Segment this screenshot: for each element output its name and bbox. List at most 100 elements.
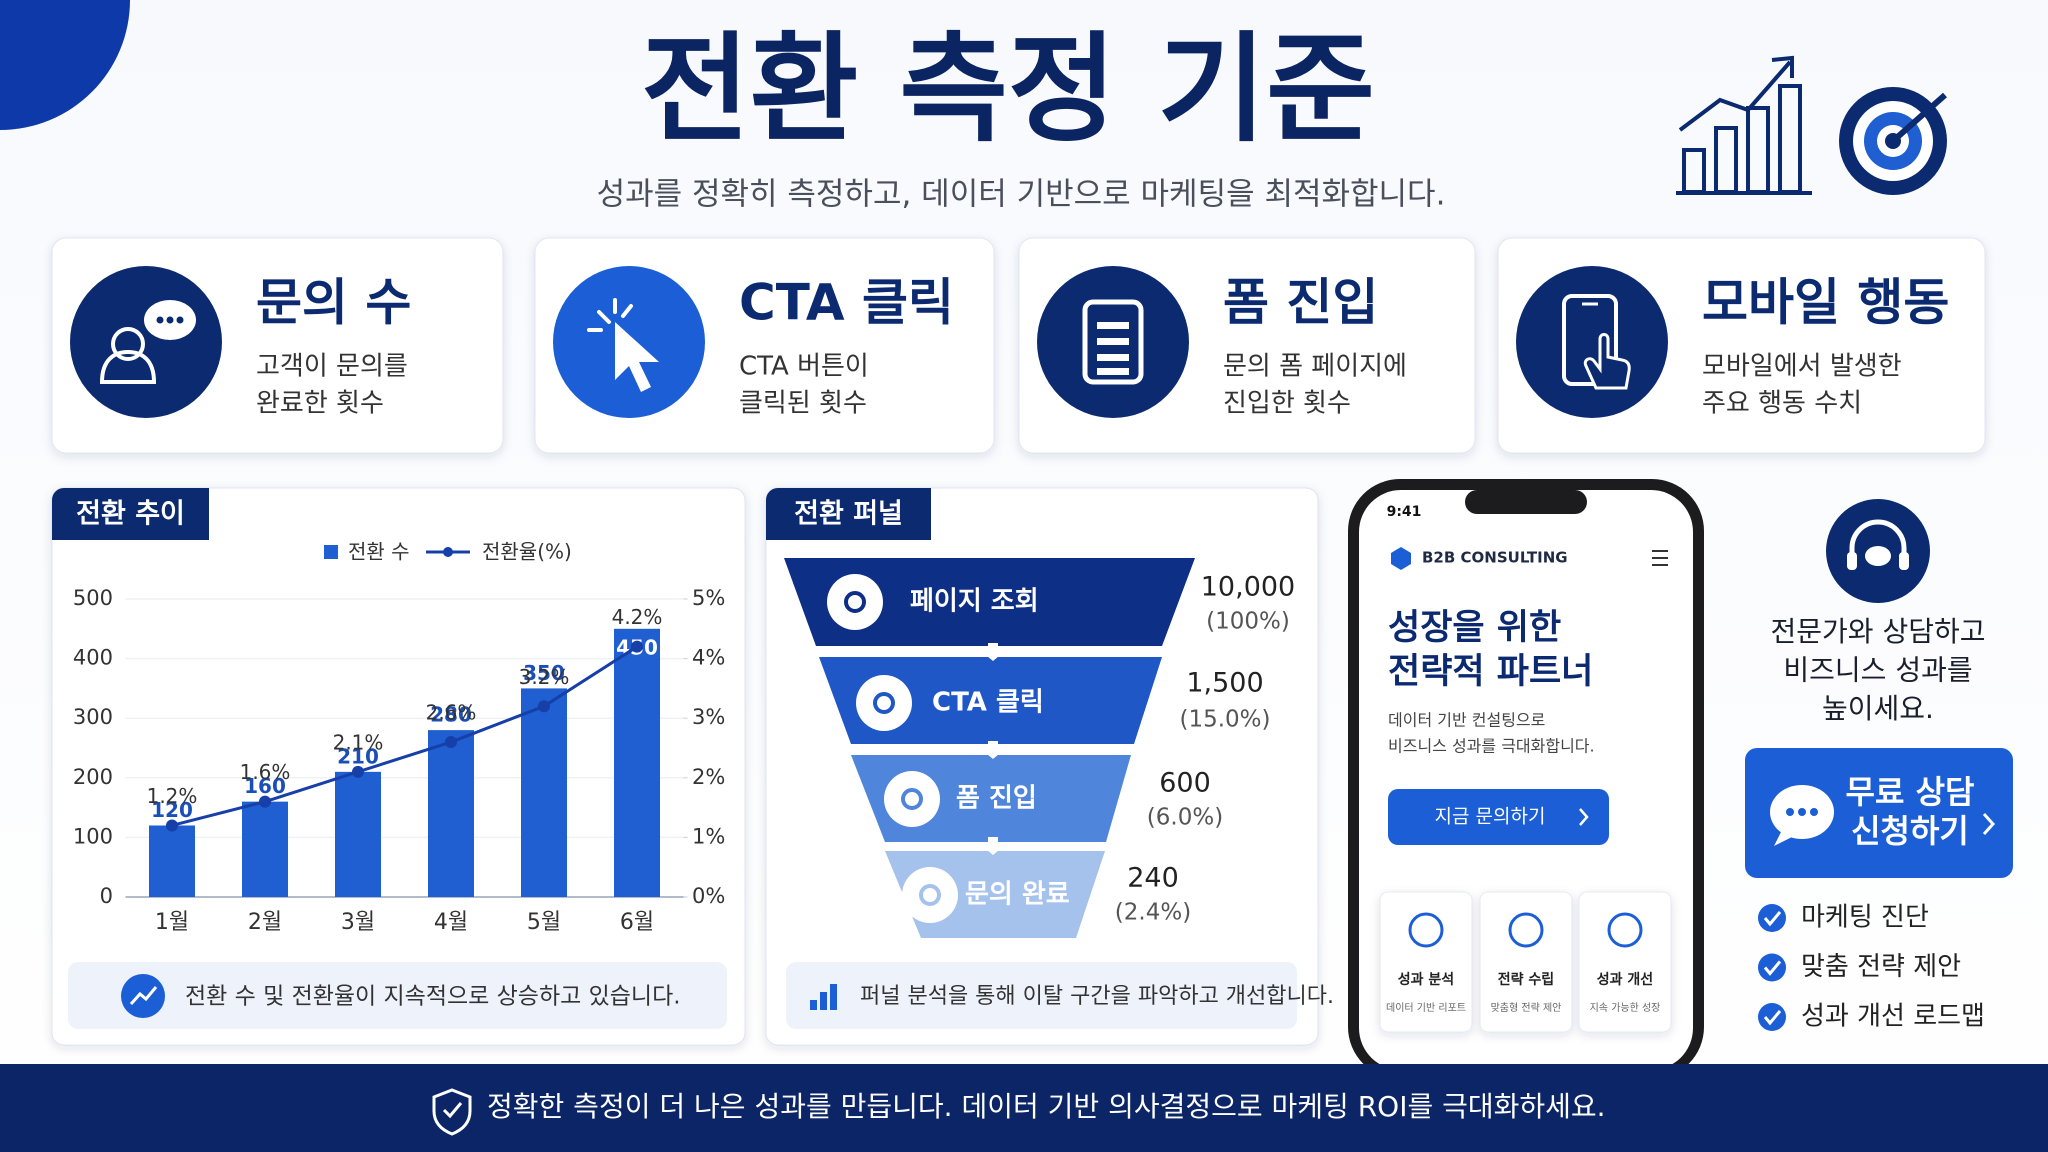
icon-part xyxy=(1097,354,1129,361)
bar xyxy=(335,771,381,897)
legend-label: 전환 수 xyxy=(348,540,410,564)
funnel-label: CTA 클릭 xyxy=(932,688,1044,718)
phone-headline: 전략적 파트너 xyxy=(1388,652,1593,692)
feature-title: 성과 분석 xyxy=(1398,972,1454,988)
bar-value-label: 350 xyxy=(523,661,565,685)
bar-value-label: 210 xyxy=(337,744,379,768)
metric-description: 문의 폼 페이지에 xyxy=(1223,352,1407,382)
headset-icon xyxy=(1847,552,1857,570)
phone-button-label: 지금 문의하기 xyxy=(1435,806,1546,828)
bar xyxy=(521,688,567,897)
feature-icon xyxy=(1607,912,1643,948)
funnel-icon xyxy=(856,675,912,731)
cta-message: 비즈니스 성과를 xyxy=(1783,654,1972,687)
feature-icon xyxy=(1408,912,1444,948)
note-box xyxy=(786,962,1297,1029)
panel xyxy=(51,487,746,1046)
icon-part xyxy=(99,349,157,384)
y2-tick-label: 2% xyxy=(692,765,725,789)
footer-text: 정확한 측정이 더 나은 성과를 만듭니다. 데이터 기반 의사결정으로 마케팅… xyxy=(487,1090,1606,1123)
metric-description: 진입한 횟수 xyxy=(1223,389,1351,419)
chevron xyxy=(1579,808,1589,826)
funnel-stage xyxy=(784,558,1195,646)
phone-headline: 성장을 위한 xyxy=(1388,608,1561,648)
funnel-icon xyxy=(827,574,883,630)
target-icon xyxy=(1839,87,1947,195)
legend-swatch xyxy=(324,545,338,559)
funnel-percent: (15.0%) xyxy=(1179,707,1270,733)
funnel-value: 1,500 xyxy=(1186,668,1263,699)
funnel-arrow xyxy=(981,741,1005,759)
rate-label: 2.6% xyxy=(426,701,477,725)
rate-line xyxy=(171,645,638,827)
y-tick-label: 200 xyxy=(73,765,113,789)
panel-title: 전환 퍼널 xyxy=(794,499,903,530)
chat-icon xyxy=(1798,808,1806,816)
metric-title: CTA 클릭 xyxy=(739,274,954,332)
icon-part xyxy=(1097,338,1129,345)
chevron xyxy=(1982,812,1996,836)
bar-value-label: 280 xyxy=(430,703,472,727)
funnel-arrow xyxy=(981,837,1005,855)
rate-label: 3.2% xyxy=(519,665,570,689)
page-title: 전환 측정 기준 xyxy=(641,20,1375,158)
y-tick-label: 0 xyxy=(100,884,113,908)
metric-description: 모바일에서 발생한 xyxy=(1702,352,1902,382)
metric-description: 주요 행동 수치 xyxy=(1702,389,1862,419)
chat-icon xyxy=(1786,808,1794,816)
funnel-label: 문의 완료 xyxy=(965,880,1070,910)
metric-description: 클릭된 횟수 xyxy=(739,389,867,419)
funnel-value: 10,000 xyxy=(1201,572,1295,603)
x-tick-label: 2월 xyxy=(248,910,282,935)
funnel-label: 폼 진입 xyxy=(956,784,1037,814)
check-icon xyxy=(1763,960,1782,976)
checklist-item: 맞춤 전략 제안 xyxy=(1801,952,1961,982)
phone-button[interactable] xyxy=(1388,789,1609,845)
cta-button[interactable] xyxy=(1745,748,2013,878)
headset-icon xyxy=(1849,519,1907,560)
bar xyxy=(428,730,474,897)
legend-swatch xyxy=(443,547,453,557)
feature-title: 전략 수립 xyxy=(1498,971,1554,988)
check-icon xyxy=(1763,1010,1782,1026)
panel-tab xyxy=(766,488,931,540)
icon-part xyxy=(1583,333,1631,390)
metric-description: CTA 버튼이 xyxy=(739,352,869,382)
rate-point xyxy=(445,736,457,749)
phone-description: 비즈니스 성과를 극대화합니다. xyxy=(1388,737,1595,756)
metric-title: 폼 진입 xyxy=(1223,274,1378,332)
brand-logo xyxy=(1391,547,1411,570)
bar-value-label: 160 xyxy=(244,774,286,798)
chart-note: 전환 수 및 전환율이 지속적으로 상승하고 있습니다. xyxy=(185,984,681,1010)
y2-tick-label: 4% xyxy=(692,646,725,670)
icon-part xyxy=(615,322,659,392)
feature-card xyxy=(1379,891,1473,1033)
funnel-icon xyxy=(919,884,941,906)
panel-tab xyxy=(52,488,209,540)
footer: 정확한 측정이 더 나은 성과를 만듭니다. 데이터 기반 의사결정으로 마케팅… xyxy=(0,1064,2048,1152)
icon-part xyxy=(1082,299,1144,385)
x-tick-label: 3월 xyxy=(341,910,375,935)
legend-label: 전환율(%) xyxy=(482,540,572,564)
phone-time: 9:41 xyxy=(1387,504,1422,520)
feature-icon xyxy=(1508,912,1544,948)
cta-button-label: 신청하기 xyxy=(1851,812,1969,850)
funnel-arrow xyxy=(981,643,1005,661)
funnel-percent: (6.0%) xyxy=(1147,805,1223,831)
metric-description: 완료한 횟수 xyxy=(256,389,384,419)
metric-title: 문의 수 xyxy=(256,274,411,332)
rate-label: 2.1% xyxy=(333,730,384,754)
feature-subtitle: 지속 가능한 성장 xyxy=(1590,1002,1661,1014)
feature-card xyxy=(1578,891,1672,1033)
rate-point xyxy=(631,640,643,653)
x-tick-label: 4월 xyxy=(434,910,468,935)
corner-decoration xyxy=(0,0,130,130)
funnel-icon xyxy=(902,867,958,923)
rate-point xyxy=(166,819,178,832)
funnel-stage xyxy=(819,657,1162,744)
funnel-value: 240 xyxy=(1127,863,1179,894)
footer-bar xyxy=(0,1064,2048,1152)
